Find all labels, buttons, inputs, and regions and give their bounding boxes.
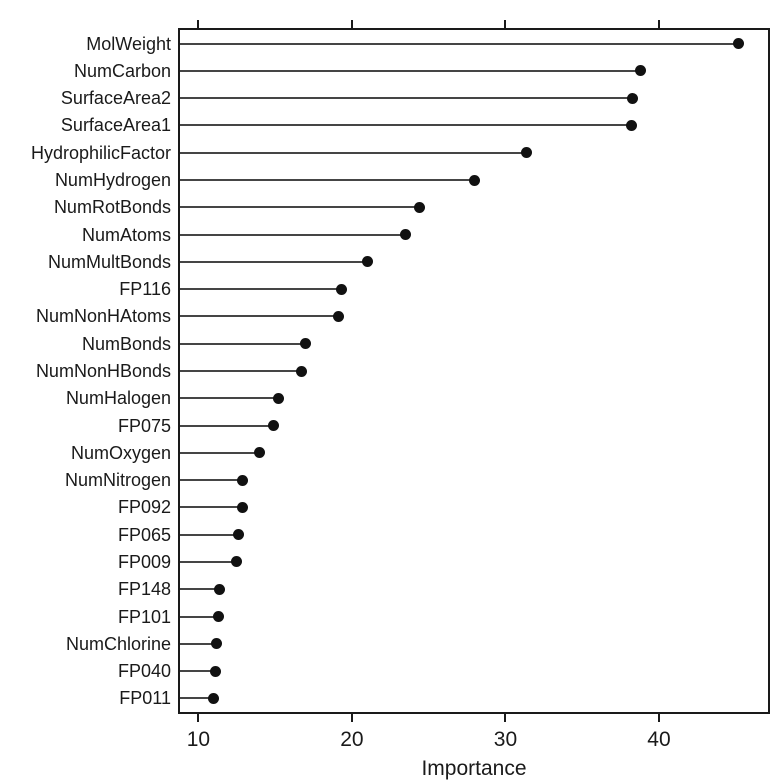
data-point	[300, 338, 312, 350]
stem-line	[180, 370, 302, 372]
x-axis-tick-label: 30	[493, 728, 518, 751]
stem-line	[180, 424, 274, 427]
y-axis-labels: MolWeight NumCarbon SurfaceArea2 SurfaceAre…	[0, 30, 171, 712]
data-point	[212, 611, 224, 623]
data-point	[295, 365, 307, 377]
stem-line	[180, 670, 216, 673]
data-point	[635, 65, 647, 77]
y-axis-label: SurfaceArea2	[60, 88, 171, 109]
y-axis-label: HydrophilicFactor	[30, 142, 171, 163]
stem-line	[180, 642, 217, 645]
y-axis-label: FP116	[119, 279, 171, 300]
data-point	[413, 201, 425, 213]
data-point	[361, 256, 373, 268]
data-point	[254, 447, 266, 459]
x-axis-tick-top	[657, 20, 660, 28]
y-axis-label: NumBonds	[81, 333, 171, 354]
stem-line	[180, 506, 243, 509]
stem-line	[180, 288, 342, 291]
y-axis-label: FP040	[117, 661, 171, 682]
y-axis-label: NumNonHBonds	[35, 361, 171, 381]
stem-line	[180, 342, 306, 345]
data-point	[625, 119, 637, 131]
y-axis-label: NumCarbon	[73, 60, 171, 81]
y-axis-label: FP011	[119, 688, 171, 709]
x-axis-tick-label: 40	[647, 728, 671, 751]
stem-line	[180, 97, 633, 100]
stem-line	[180, 315, 339, 318]
x-axis-tick-label: 20	[340, 728, 364, 751]
stem-line	[180, 260, 368, 263]
data-point	[237, 474, 249, 486]
y-axis-label: NumHalogen	[65, 388, 171, 409]
y-axis-label: FP148	[117, 579, 171, 600]
stem-line	[180, 479, 243, 482]
data-point	[268, 420, 280, 432]
stem-line	[180, 206, 420, 209]
stem-line	[180, 560, 237, 563]
stem-line	[180, 42, 739, 45]
x-axis-tick-top	[350, 20, 353, 28]
data-point	[332, 310, 344, 322]
data-point	[209, 665, 221, 677]
dot-rows-layer	[180, 30, 768, 712]
stem-line	[180, 588, 220, 591]
x-axis-tick-top	[504, 20, 507, 28]
stem-line	[180, 533, 239, 536]
data-point	[335, 283, 347, 295]
stem-line	[180, 397, 279, 400]
x-axis-tick-top	[197, 20, 200, 28]
data-point	[214, 583, 226, 595]
data-point	[231, 556, 243, 568]
data-point	[237, 501, 249, 513]
y-axis-label: NumHydrogen	[54, 170, 171, 191]
data-point	[272, 392, 284, 404]
stem-line	[180, 151, 527, 154]
y-axis-label: NumOxygen	[70, 442, 171, 463]
x-axis-title: Importance	[421, 757, 527, 780]
x-axis-tick-bottom	[504, 714, 507, 722]
stem-line	[180, 697, 214, 700]
y-axis-label: FP101	[117, 606, 171, 627]
y-axis-label: NumChlorine	[65, 633, 171, 654]
y-axis-label: FP065	[117, 524, 171, 545]
y-axis-label: NumRotBonds	[53, 197, 171, 218]
y-axis-label: FP009	[117, 551, 171, 572]
data-point	[469, 174, 481, 186]
y-axis-label: NumMultBonds	[47, 251, 171, 272]
stem-line	[180, 615, 219, 618]
y-axis-label: SurfaceArea1	[60, 115, 171, 136]
y-axis-label: NumNitrogen	[64, 470, 171, 491]
stem-line	[180, 451, 260, 454]
stem-line	[180, 179, 475, 182]
y-axis-label: NumAtoms	[81, 224, 171, 245]
data-point	[400, 229, 412, 241]
x-axis-tick-label: 10	[186, 728, 211, 751]
data-point	[232, 529, 244, 541]
stem-line	[180, 124, 632, 127]
y-axis-label: MolWeight	[86, 33, 171, 54]
data-point	[521, 147, 533, 159]
x-axis-tick-bottom	[197, 714, 200, 722]
data-point	[208, 692, 220, 704]
data-point	[733, 38, 745, 50]
stem-line	[180, 69, 641, 72]
stem-line	[180, 233, 406, 236]
plot-area	[178, 28, 770, 714]
data-point	[211, 638, 223, 650]
y-axis-label: FP075	[117, 415, 171, 436]
x-axis-tick-bottom	[657, 714, 660, 722]
x-axis-tick-bottom	[350, 714, 353, 722]
data-point	[627, 92, 639, 104]
y-axis-label: NumNonHAtoms	[35, 306, 171, 327]
y-axis-label: FP092	[117, 497, 171, 518]
